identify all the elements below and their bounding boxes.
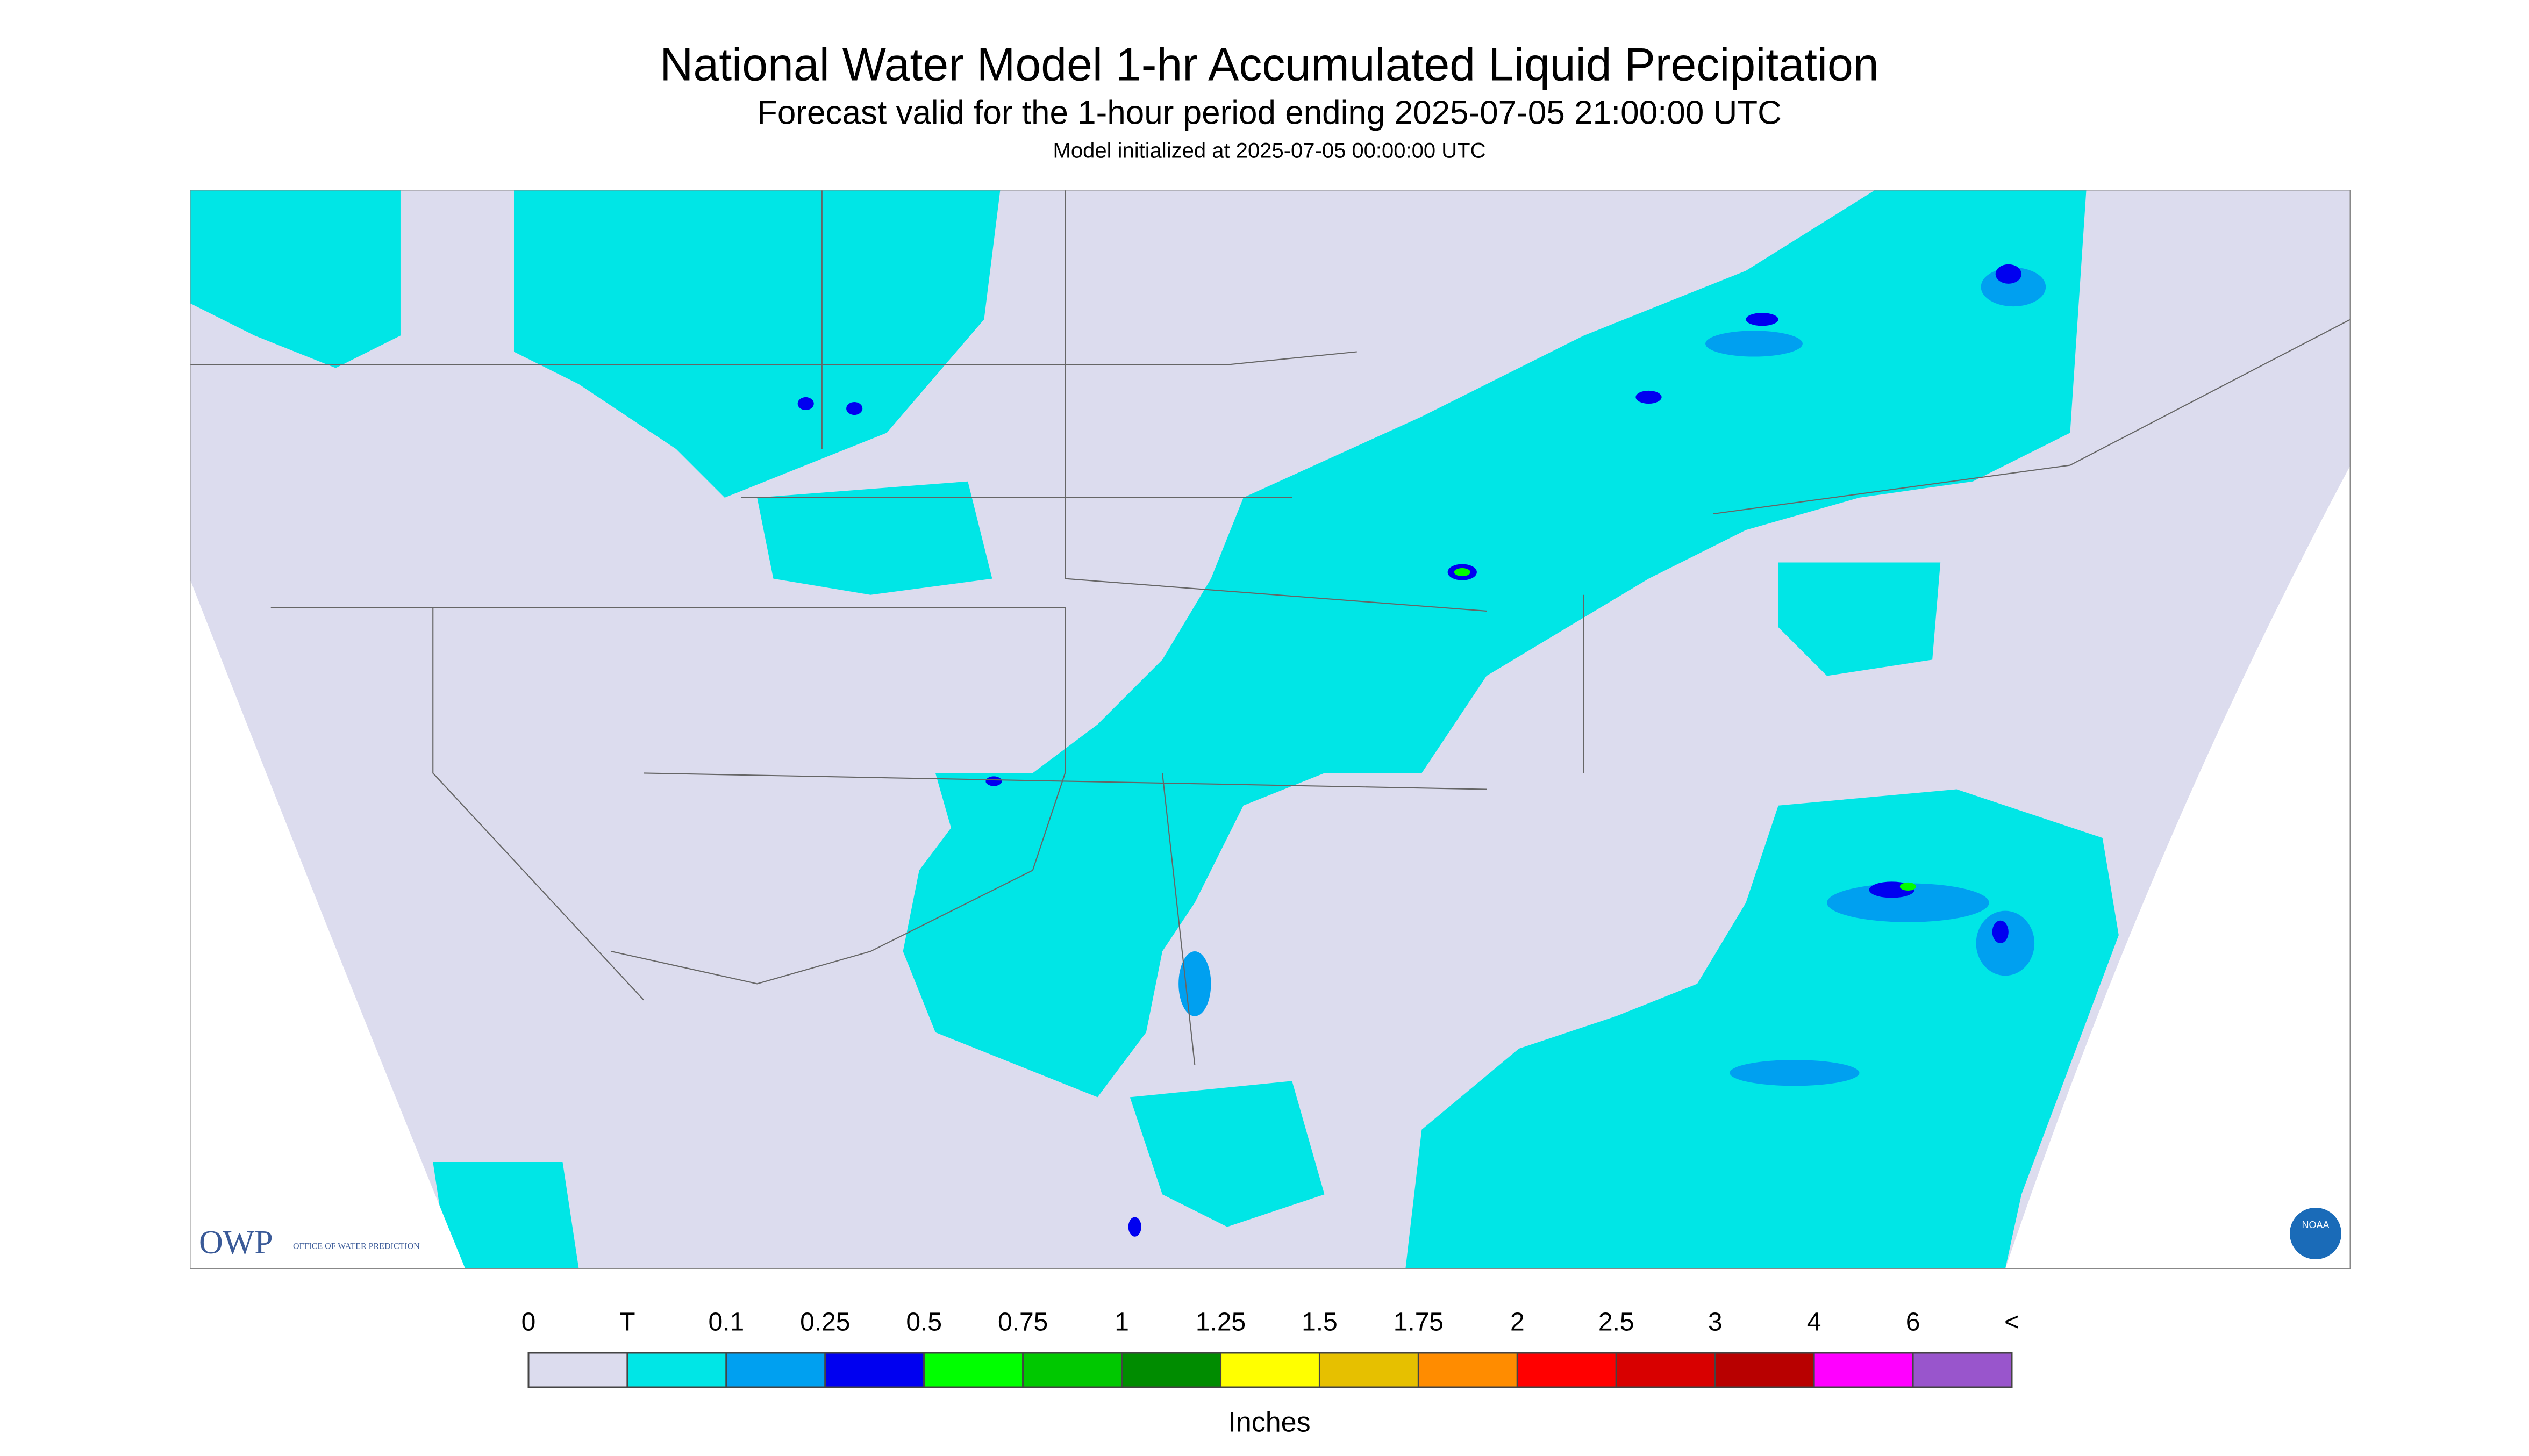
legend-label: 1.75 (1394, 1308, 1444, 1337)
legend-label: 2.5 (1598, 1308, 1634, 1337)
legend-label: 1.5 (1302, 1308, 1338, 1337)
init-time: Model initialized at 2025-07-05 00:00:00… (1053, 139, 1486, 163)
legend-swatch (725, 1352, 826, 1388)
owp-logo: OWP (199, 1224, 273, 1261)
legend-swatch (1813, 1352, 1914, 1388)
legend-label: 3 (1708, 1308, 1723, 1337)
outside-projection (190, 465, 2351, 1269)
legend-swatch (1912, 1352, 2013, 1388)
subtitle: Forecast valid for the 1-hour period end… (757, 94, 1782, 131)
legend-label: 0.75 (998, 1308, 1048, 1337)
boundaries (190, 190, 2351, 1065)
precip-light (190, 190, 2119, 1269)
legend-swatch (824, 1352, 925, 1388)
legend-swatch (1417, 1352, 1518, 1388)
legend-swatch (527, 1352, 628, 1388)
legend-swatch (1220, 1352, 1320, 1388)
legend-label: 0 (521, 1308, 536, 1337)
legend-swatch (626, 1352, 727, 1388)
legend-swatch (923, 1352, 1024, 1388)
map (190, 190, 2351, 1269)
precip-heavy (797, 264, 2021, 1237)
legend-label: T (619, 1308, 635, 1337)
legend-label: 1 (1115, 1308, 1129, 1337)
legend-label: 0.25 (800, 1308, 850, 1337)
legend-label: 0.5 (906, 1308, 942, 1337)
legend-label: 1.25 (1196, 1308, 1246, 1337)
legend-swatch (1714, 1352, 1815, 1388)
legend-swatch (1516, 1352, 1617, 1388)
legend-swatch (1318, 1352, 1419, 1388)
owp-name: OFFICE OF WATER PREDICTION (293, 1242, 420, 1251)
legend-label: 2 (1510, 1308, 1525, 1337)
title: National Water Model 1-hr Accumulated Li… (660, 39, 1878, 91)
legend-swatch (1615, 1352, 1716, 1388)
legend-unit: Inches (1228, 1407, 1310, 1438)
legend-label: 6 (1906, 1308, 1920, 1337)
noaa-logo (2290, 1208, 2341, 1259)
legend-swatch (1022, 1352, 1123, 1388)
legend-swatch (1121, 1352, 1222, 1388)
legend-label: < (2004, 1308, 2019, 1337)
noaa-text: NOAA (2302, 1220, 2329, 1230)
precip-high (1454, 568, 1916, 891)
legend-label: 0.1 (708, 1308, 744, 1337)
legend-label: 4 (1807, 1308, 1821, 1337)
legend: 0 T 0.1 0.25 0.5 0.75 1 1.25 1.5 1.75 2 2.5 3 4 6 < (521, 1308, 2019, 1388)
